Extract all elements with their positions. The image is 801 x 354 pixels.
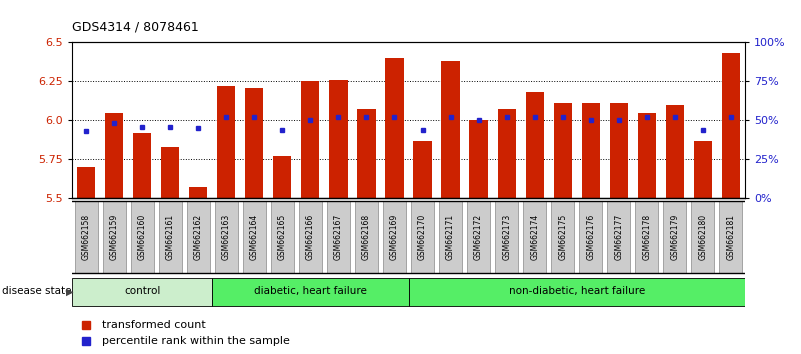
FancyBboxPatch shape: [299, 201, 322, 273]
Text: percentile rank within the sample: percentile rank within the sample: [103, 336, 290, 346]
Bar: [441, 61, 460, 198]
FancyBboxPatch shape: [103, 201, 126, 273]
Text: GSM662158: GSM662158: [82, 214, 91, 260]
FancyBboxPatch shape: [159, 201, 182, 273]
FancyBboxPatch shape: [212, 278, 409, 306]
Bar: [273, 156, 292, 198]
Bar: [217, 86, 235, 198]
Text: GSM662172: GSM662172: [474, 214, 483, 260]
Text: GSM662159: GSM662159: [110, 214, 119, 260]
Bar: [582, 103, 600, 198]
Text: GSM662163: GSM662163: [222, 214, 231, 260]
Text: GSM662162: GSM662162: [194, 214, 203, 260]
Text: GSM662165: GSM662165: [278, 214, 287, 260]
FancyBboxPatch shape: [355, 201, 378, 273]
FancyBboxPatch shape: [72, 278, 212, 306]
Text: ▶: ▶: [66, 286, 73, 296]
Text: control: control: [124, 286, 160, 296]
Text: GSM662177: GSM662177: [614, 214, 623, 260]
Bar: [385, 58, 404, 198]
FancyBboxPatch shape: [74, 201, 98, 273]
Bar: [694, 141, 712, 198]
Text: GSM662166: GSM662166: [306, 214, 315, 260]
Bar: [77, 167, 95, 198]
Text: transformed count: transformed count: [103, 320, 206, 330]
Text: GSM662174: GSM662174: [530, 214, 539, 260]
FancyBboxPatch shape: [409, 278, 745, 306]
Bar: [161, 147, 179, 198]
FancyBboxPatch shape: [439, 201, 462, 273]
FancyBboxPatch shape: [579, 201, 602, 273]
Text: GSM662167: GSM662167: [334, 214, 343, 260]
FancyBboxPatch shape: [551, 201, 574, 273]
Text: GSM662179: GSM662179: [670, 214, 679, 260]
Text: GSM662171: GSM662171: [446, 214, 455, 260]
Bar: [105, 113, 123, 198]
Bar: [497, 109, 516, 198]
Bar: [329, 80, 348, 198]
FancyBboxPatch shape: [467, 201, 490, 273]
FancyBboxPatch shape: [383, 201, 406, 273]
Bar: [245, 88, 264, 198]
FancyBboxPatch shape: [607, 201, 630, 273]
Bar: [469, 120, 488, 198]
Text: diabetic, heart failure: diabetic, heart failure: [254, 286, 367, 296]
FancyBboxPatch shape: [131, 201, 154, 273]
Text: disease state: disease state: [2, 286, 71, 296]
FancyBboxPatch shape: [411, 201, 434, 273]
Bar: [413, 141, 432, 198]
FancyBboxPatch shape: [663, 201, 686, 273]
Bar: [610, 103, 628, 198]
Text: GDS4314 / 8078461: GDS4314 / 8078461: [72, 21, 199, 34]
Text: GSM662161: GSM662161: [166, 214, 175, 260]
FancyBboxPatch shape: [243, 201, 266, 273]
Bar: [133, 133, 151, 198]
Bar: [722, 53, 740, 198]
FancyBboxPatch shape: [271, 201, 294, 273]
Text: GSM662173: GSM662173: [502, 214, 511, 260]
FancyBboxPatch shape: [691, 201, 714, 273]
FancyBboxPatch shape: [187, 201, 210, 273]
Bar: [553, 103, 572, 198]
FancyBboxPatch shape: [523, 201, 546, 273]
Bar: [189, 187, 207, 198]
Text: GSM662181: GSM662181: [727, 214, 735, 260]
Text: GSM662175: GSM662175: [558, 214, 567, 260]
Text: non-diabetic, heart failure: non-diabetic, heart failure: [509, 286, 645, 296]
FancyBboxPatch shape: [635, 201, 658, 273]
Bar: [638, 113, 656, 198]
Text: GSM662160: GSM662160: [138, 214, 147, 260]
Bar: [525, 92, 544, 198]
Text: GSM662169: GSM662169: [390, 214, 399, 260]
Text: GSM662176: GSM662176: [586, 214, 595, 260]
FancyBboxPatch shape: [327, 201, 350, 273]
Text: GSM662168: GSM662168: [362, 214, 371, 260]
Text: GSM662178: GSM662178: [642, 214, 651, 260]
Bar: [301, 81, 320, 198]
FancyBboxPatch shape: [719, 201, 743, 273]
Text: GSM662180: GSM662180: [698, 214, 707, 260]
FancyBboxPatch shape: [495, 201, 518, 273]
Text: GSM662170: GSM662170: [418, 214, 427, 260]
Bar: [666, 105, 684, 198]
Text: GSM662164: GSM662164: [250, 214, 259, 260]
FancyBboxPatch shape: [215, 201, 238, 273]
Bar: [357, 109, 376, 198]
